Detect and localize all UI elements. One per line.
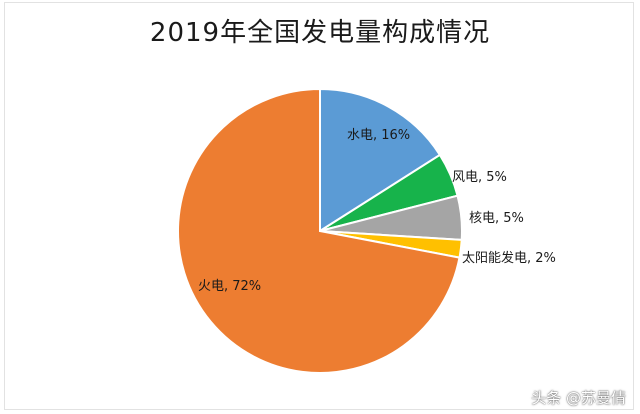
pie-label-5: 火电, 72% <box>198 279 261 294</box>
pie-slice-5 <box>177 87 461 374</box>
watermark: 头条 @苏曼倩 <box>531 389 626 407</box>
pie-label-2: 风电, 5% <box>452 170 507 185</box>
pie-label-1: 水电, 16% <box>347 128 410 143</box>
pie-label-3: 核电, 5% <box>469 211 524 226</box>
pie-label-4: 太阳能发电, 2% <box>462 250 556 266</box>
pie-slice-1 <box>319 87 442 233</box>
chart-title: 2019年全国发电量构成情况 <box>149 18 491 48</box>
